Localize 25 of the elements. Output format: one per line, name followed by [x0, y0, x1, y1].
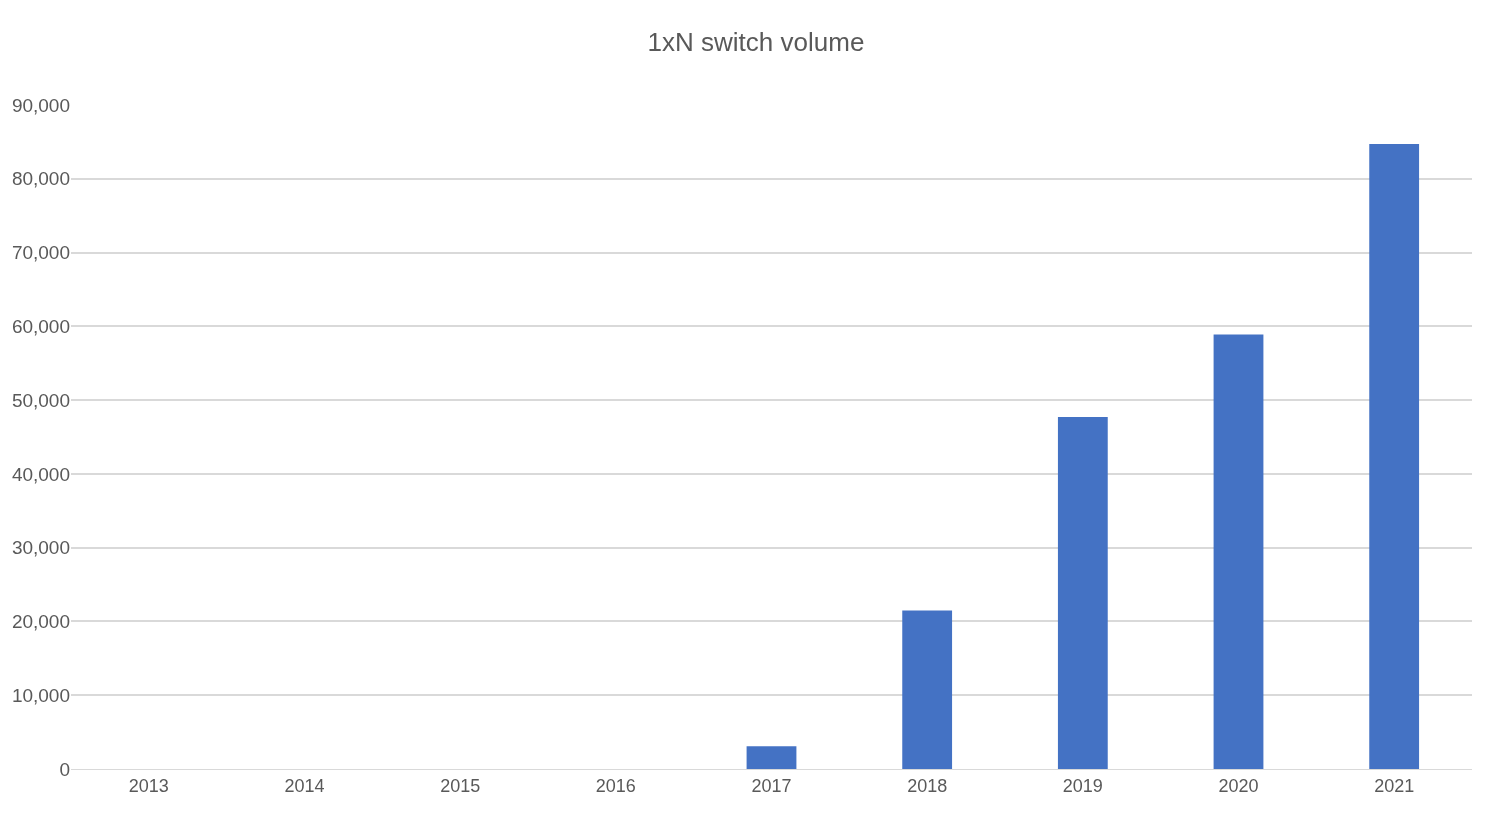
- y-tick-label: 10,000: [11, 684, 70, 706]
- x-tick-label: 2016: [595, 775, 636, 796]
- bar: [746, 746, 797, 769]
- y-tick-label: 50,000: [11, 389, 70, 411]
- bar: [1057, 417, 1108, 769]
- chart-title: 1xN switch volume: [647, 26, 865, 57]
- bar: [1213, 334, 1264, 769]
- y-tick-label: 0: [59, 758, 70, 780]
- x-tick-label: 2021: [1374, 775, 1415, 796]
- y-tick-label: 70,000: [11, 242, 70, 264]
- y-tick-label: 40,000: [11, 463, 70, 485]
- y-tick-label: 90,000: [11, 94, 70, 116]
- y-tick-label: 30,000: [11, 537, 70, 559]
- y-tick-label: 20,000: [11, 611, 70, 633]
- x-tick-label: 2019: [1062, 775, 1103, 796]
- x-tick-label: 2014: [284, 775, 325, 796]
- y-tick-label: 80,000: [11, 168, 70, 190]
- x-tick-label: 2015: [440, 775, 481, 796]
- y-tick-label: 60,000: [11, 315, 70, 337]
- bar: [902, 610, 953, 769]
- bar: [1369, 144, 1420, 769]
- x-tick-label: 2017: [751, 775, 792, 796]
- x-tick-label: 2018: [907, 775, 948, 796]
- x-tick-label: 2020: [1218, 775, 1259, 796]
- x-tick-label: 2013: [128, 775, 169, 796]
